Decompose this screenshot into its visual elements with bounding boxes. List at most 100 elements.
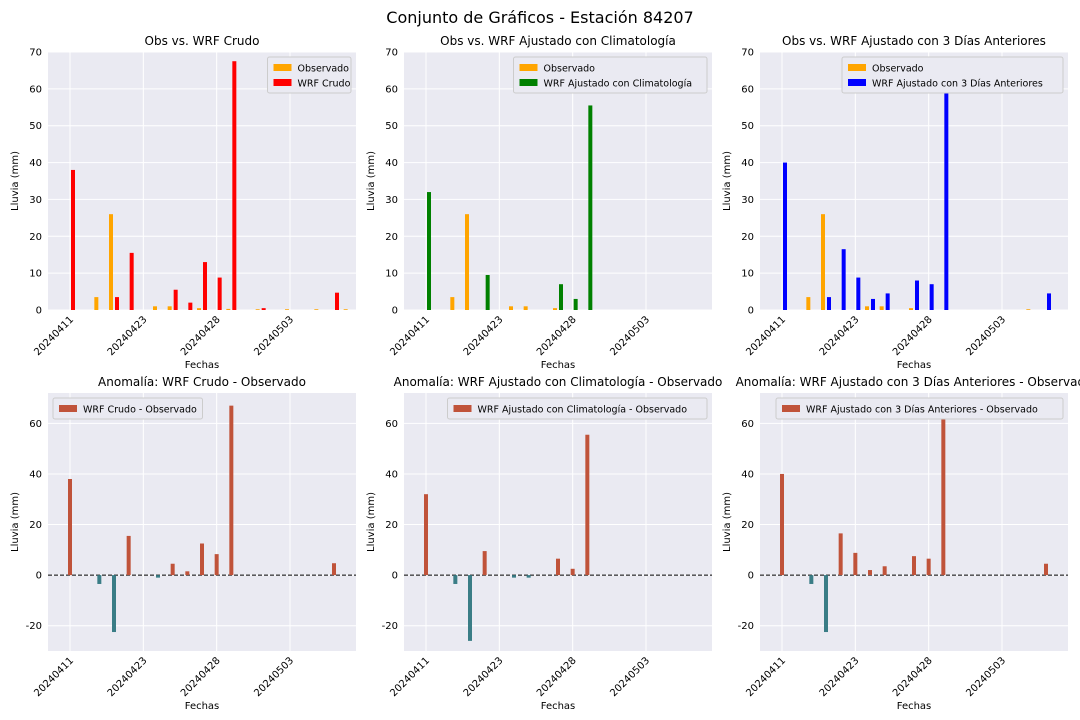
legend-swatch bbox=[519, 64, 538, 71]
chart-title: Anomalía: WRF Ajustado con 3 Días Anteri… bbox=[736, 375, 1080, 389]
legend-box bbox=[841, 56, 1064, 94]
x-tick-label: 20240503 bbox=[608, 314, 652, 358]
bar bbox=[71, 169, 75, 310]
bar bbox=[838, 533, 843, 576]
y-tick-label: 40 bbox=[741, 158, 754, 169]
bar bbox=[427, 192, 431, 310]
bar bbox=[129, 252, 134, 310]
bar bbox=[821, 214, 825, 310]
chart-title: Anomalía: WRF Ajustado con Climatología … bbox=[394, 375, 723, 389]
bar bbox=[509, 306, 513, 310]
y-tick-label: 0 bbox=[392, 571, 398, 582]
bar bbox=[780, 473, 784, 576]
plot-area bbox=[760, 52, 1068, 310]
legend-label: WRF Crudo bbox=[298, 79, 351, 90]
y-tick-label: 0 bbox=[392, 306, 398, 317]
chart-title: Obs vs. WRF Ajustado con Climatología bbox=[440, 34, 676, 48]
y-tick-label: 0 bbox=[748, 571, 754, 582]
bar bbox=[229, 405, 234, 576]
y-axis-label: Lluvia (mm) bbox=[366, 151, 377, 211]
x-tick-label: 20240428 bbox=[179, 655, 223, 699]
legend-label: WRF Ajustado con 3 Días Anteriores - Obs… bbox=[806, 405, 1038, 416]
x-tick-label: 20240411 bbox=[388, 314, 432, 358]
legend-label: Observado bbox=[544, 64, 596, 75]
bar bbox=[809, 575, 814, 584]
bar bbox=[167, 306, 172, 310]
bar bbox=[450, 297, 455, 310]
y-tick-label: 70 bbox=[385, 48, 398, 59]
y-tick-label: 60 bbox=[741, 84, 754, 95]
bar bbox=[879, 306, 884, 310]
y-axis-label: Lluvia (mm) bbox=[722, 151, 733, 211]
plot-area bbox=[48, 393, 356, 651]
bar bbox=[806, 297, 811, 310]
x-tick-label: 20240503 bbox=[964, 314, 1008, 358]
figure-title: Conjunto de Gráficos - Estación 84207 bbox=[386, 8, 694, 27]
bar bbox=[570, 568, 575, 576]
x-tick-label: 20240411 bbox=[388, 655, 432, 699]
chart-title: Obs vs. WRF Crudo bbox=[145, 34, 260, 48]
bar bbox=[827, 297, 831, 310]
x-tick-label: 20240428 bbox=[535, 314, 579, 358]
y-axis-label: Lluvia (mm) bbox=[722, 492, 733, 552]
y-tick-label: 0 bbox=[748, 306, 754, 317]
bar bbox=[115, 297, 119, 310]
bar bbox=[526, 575, 531, 578]
chart-title: Anomalía: WRF Crudo - Observado bbox=[98, 375, 306, 389]
bar bbox=[856, 277, 861, 310]
y-tick-label: 40 bbox=[29, 158, 42, 169]
legend-swatch bbox=[848, 79, 866, 86]
y-tick-label: 20 bbox=[29, 520, 42, 531]
bar bbox=[97, 575, 102, 584]
bar bbox=[343, 309, 348, 310]
y-tick-label: 0 bbox=[36, 306, 42, 317]
y-tick-label: 60 bbox=[741, 419, 754, 430]
y-tick-label: 20 bbox=[741, 520, 754, 531]
x-axis-label: Fechas bbox=[541, 360, 576, 371]
bar bbox=[871, 298, 875, 310]
bar bbox=[909, 308, 913, 310]
legend-label: Observado bbox=[872, 64, 924, 75]
bar bbox=[335, 292, 339, 310]
bar bbox=[214, 554, 219, 576]
y-tick-label: 60 bbox=[385, 419, 398, 430]
y-tick-label: 20 bbox=[385, 232, 398, 243]
y-axis-label: Lluvia (mm) bbox=[10, 151, 21, 211]
bar bbox=[332, 563, 336, 576]
legend-box bbox=[447, 397, 708, 420]
y-tick-label: -20 bbox=[26, 621, 42, 632]
bar bbox=[912, 556, 916, 576]
legend-swatch bbox=[59, 405, 77, 412]
bar bbox=[585, 434, 590, 576]
bar bbox=[109, 214, 113, 310]
bar bbox=[153, 306, 157, 310]
legend-box bbox=[52, 397, 203, 420]
bar bbox=[915, 280, 919, 310]
bar bbox=[553, 308, 557, 310]
bar bbox=[126, 535, 131, 576]
bar bbox=[217, 277, 222, 310]
y-tick-label: 0 bbox=[36, 571, 42, 582]
bar bbox=[226, 308, 231, 310]
bar bbox=[261, 308, 266, 310]
x-tick-label: 20240428 bbox=[891, 314, 935, 358]
legend-label: Observado bbox=[298, 64, 350, 75]
bar bbox=[824, 575, 828, 633]
y-tick-label: 10 bbox=[741, 269, 754, 280]
y-tick-label: -20 bbox=[738, 621, 754, 632]
bar bbox=[885, 293, 890, 310]
x-tick-label: 20240503 bbox=[608, 655, 652, 699]
bar bbox=[523, 306, 528, 310]
x-axis-label: Fechas bbox=[897, 701, 932, 712]
bar bbox=[482, 551, 487, 576]
x-tick-label: 20240503 bbox=[252, 314, 296, 358]
bar bbox=[203, 262, 207, 310]
bar bbox=[944, 77, 949, 310]
legend-swatch bbox=[848, 64, 866, 71]
bar bbox=[197, 308, 201, 310]
y-tick-label: 70 bbox=[29, 48, 42, 59]
bar bbox=[941, 415, 946, 576]
plot-area bbox=[404, 52, 712, 310]
x-tick-label: 20240503 bbox=[252, 655, 296, 699]
bar bbox=[865, 306, 869, 310]
